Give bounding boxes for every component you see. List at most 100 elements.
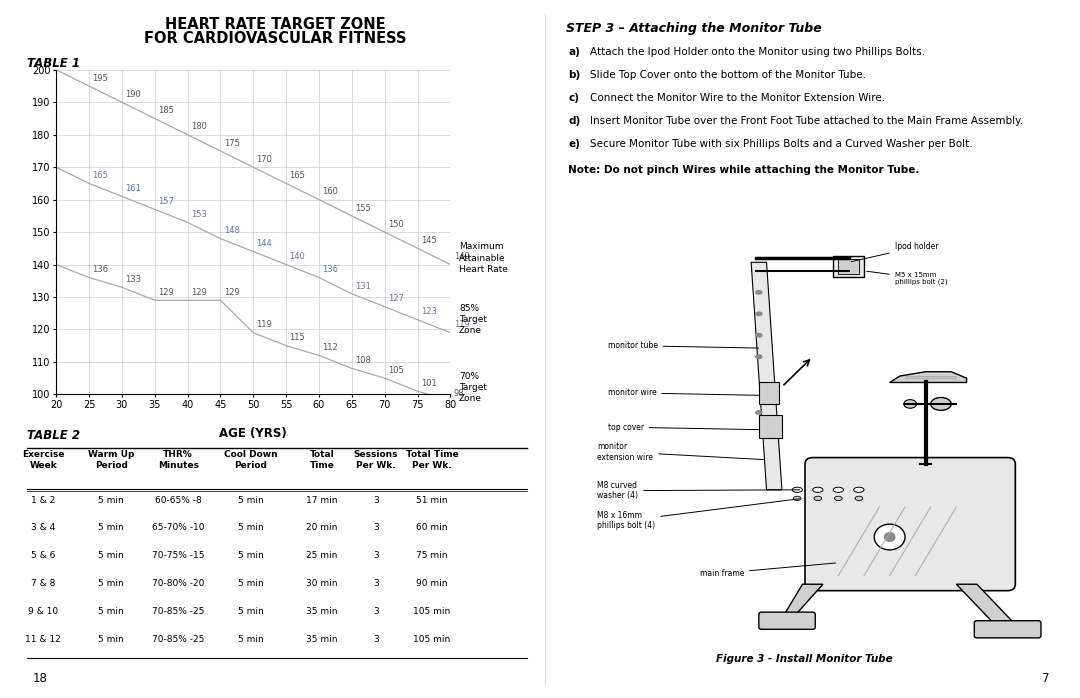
Text: Exercise
Week: Exercise Week xyxy=(22,450,65,470)
Text: b): b) xyxy=(568,70,580,80)
Text: 25 min: 25 min xyxy=(306,551,338,560)
Text: 3: 3 xyxy=(373,524,379,533)
Text: Insert Monitor Tube over the Front Foot Tube attached to the Main Frame Assembly: Insert Monitor Tube over the Front Foot … xyxy=(590,116,1023,126)
Text: 3: 3 xyxy=(373,635,379,644)
Text: 17 min: 17 min xyxy=(306,496,338,505)
Text: 155: 155 xyxy=(355,204,370,213)
Ellipse shape xyxy=(756,411,761,414)
Text: 5 min: 5 min xyxy=(238,579,264,588)
Text: 85%
Target
Zone: 85% Target Zone xyxy=(459,304,487,335)
Text: TABLE 1: TABLE 1 xyxy=(27,57,80,70)
Text: 60 min: 60 min xyxy=(416,524,448,533)
Text: M5 x 15mm
phillips bolt (2): M5 x 15mm phillips bolt (2) xyxy=(867,272,947,285)
Text: 70%
Target
Zone: 70% Target Zone xyxy=(459,372,487,403)
Text: 165: 165 xyxy=(92,171,108,180)
Text: top cover: top cover xyxy=(607,423,758,431)
FancyBboxPatch shape xyxy=(805,458,1015,591)
Text: TABLE 2: TABLE 2 xyxy=(27,429,80,443)
Text: Figure 3 - Install Monitor Tube: Figure 3 - Install Monitor Tube xyxy=(716,655,893,664)
Text: 119: 119 xyxy=(257,320,272,329)
Polygon shape xyxy=(782,584,823,618)
Text: 133: 133 xyxy=(125,275,141,284)
Ellipse shape xyxy=(834,487,843,492)
Text: 175: 175 xyxy=(224,139,240,148)
Text: 131: 131 xyxy=(355,281,370,290)
Text: 105 min: 105 min xyxy=(414,607,450,616)
Text: 5 min: 5 min xyxy=(98,496,124,505)
FancyBboxPatch shape xyxy=(759,612,815,630)
Text: 136: 136 xyxy=(92,265,108,274)
Text: Sessions
Per Wk.: Sessions Per Wk. xyxy=(353,450,399,470)
Text: 160: 160 xyxy=(322,187,338,196)
Text: Slide Top Cover onto the bottom of the Monitor Tube.: Slide Top Cover onto the bottom of the M… xyxy=(590,70,866,80)
Text: 70-75% -15: 70-75% -15 xyxy=(152,551,204,560)
Text: 7 & 8: 7 & 8 xyxy=(31,579,55,588)
Text: 5 & 6: 5 & 6 xyxy=(31,551,55,560)
Text: 145: 145 xyxy=(421,236,436,245)
Text: 75 min: 75 min xyxy=(416,551,448,560)
Text: Warm Up
Period: Warm Up Period xyxy=(89,450,134,470)
Text: 5 min: 5 min xyxy=(98,579,124,588)
Text: 70-85% -25: 70-85% -25 xyxy=(152,635,204,644)
FancyBboxPatch shape xyxy=(834,256,864,277)
Text: 140: 140 xyxy=(454,252,470,261)
Text: 136: 136 xyxy=(322,265,338,274)
Text: 129: 129 xyxy=(158,288,174,297)
Text: 51 min: 51 min xyxy=(416,496,448,505)
Text: 161: 161 xyxy=(125,184,141,193)
Text: M8 x 16mm
phillips bolt (4): M8 x 16mm phillips bolt (4) xyxy=(597,499,799,530)
Text: 5 min: 5 min xyxy=(238,635,264,644)
Text: 108: 108 xyxy=(355,356,370,365)
FancyBboxPatch shape xyxy=(838,259,859,274)
Text: 1 & 2: 1 & 2 xyxy=(31,496,55,505)
Text: 129: 129 xyxy=(191,288,206,297)
Text: 20 min: 20 min xyxy=(306,524,338,533)
Text: 30 min: 30 min xyxy=(306,579,338,588)
Text: 3 & 4: 3 & 4 xyxy=(31,524,55,533)
Text: Cool Down
Period: Cool Down Period xyxy=(224,450,278,470)
FancyBboxPatch shape xyxy=(974,621,1041,638)
Text: 140: 140 xyxy=(289,252,306,261)
Text: 157: 157 xyxy=(158,197,174,206)
Text: a): a) xyxy=(568,47,580,57)
Text: 5 min: 5 min xyxy=(98,524,124,533)
Text: main frame: main frame xyxy=(700,563,836,578)
Ellipse shape xyxy=(756,334,761,337)
Ellipse shape xyxy=(855,496,863,500)
Text: 70-80% -20: 70-80% -20 xyxy=(152,579,204,588)
Text: 5 min: 5 min xyxy=(238,551,264,560)
FancyBboxPatch shape xyxy=(759,415,782,438)
Text: FOR CARDIOVASCULAR FITNESS: FOR CARDIOVASCULAR FITNESS xyxy=(144,31,407,46)
Ellipse shape xyxy=(793,487,802,492)
Text: Maximum
Attainable
Heart Rate: Maximum Attainable Heart Rate xyxy=(459,242,508,274)
Text: 65-70% -10: 65-70% -10 xyxy=(152,524,204,533)
Text: 7: 7 xyxy=(1042,672,1050,685)
Text: 180: 180 xyxy=(191,122,206,131)
Text: 129: 129 xyxy=(224,288,240,297)
Text: 195: 195 xyxy=(92,74,108,83)
Ellipse shape xyxy=(813,487,823,492)
Text: 9 & 10: 9 & 10 xyxy=(28,607,58,616)
Ellipse shape xyxy=(854,487,864,492)
Text: 153: 153 xyxy=(191,210,206,219)
Ellipse shape xyxy=(835,496,842,500)
Text: Note: Do not pinch Wires while attaching the Monitor Tube.: Note: Do not pinch Wires while attaching… xyxy=(568,165,919,175)
Text: 105 min: 105 min xyxy=(414,635,450,644)
Text: 3: 3 xyxy=(373,496,379,505)
Text: 185: 185 xyxy=(158,106,174,115)
Text: 35 min: 35 min xyxy=(306,635,338,644)
Text: 115: 115 xyxy=(289,334,306,343)
Polygon shape xyxy=(957,584,1018,627)
Text: 5 min: 5 min xyxy=(238,607,264,616)
Text: 144: 144 xyxy=(257,239,272,248)
Text: 150: 150 xyxy=(388,220,404,229)
Ellipse shape xyxy=(794,496,801,500)
Text: 3: 3 xyxy=(373,579,379,588)
Text: 101: 101 xyxy=(421,379,436,388)
Text: 5 min: 5 min xyxy=(238,524,264,533)
Text: M8 curved
washer (4): M8 curved washer (4) xyxy=(597,481,799,500)
Text: 90 min: 90 min xyxy=(416,579,448,588)
Text: 127: 127 xyxy=(388,295,404,304)
Text: Attach the Ipod Holder onto the Monitor using two Phillips Bolts.: Attach the Ipod Holder onto the Monitor … xyxy=(590,47,924,57)
Text: 60-65% -8: 60-65% -8 xyxy=(154,496,202,505)
